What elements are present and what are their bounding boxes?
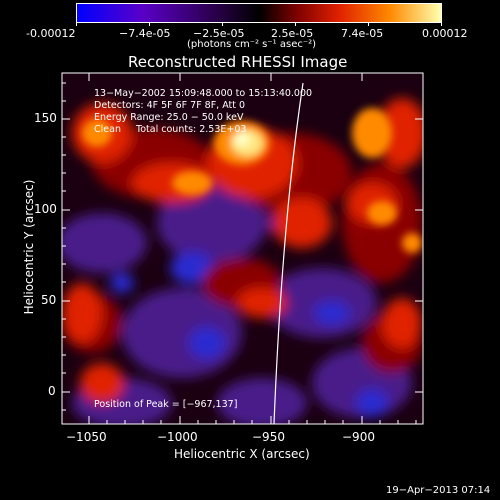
y-tick-label: 100 <box>34 202 57 216</box>
overlay-detectors: Detectors: 4F 5F 6F 7F 8F, Att 0 <box>94 100 246 111</box>
overlay-time-range: 13−May−2002 15:09:48.000 to 15:13:40.000 <box>94 88 313 99</box>
colorbar-tick-label: −7.4e-05 <box>119 27 171 40</box>
overlay-clean-counts: Clean Total counts: 2.53E+03 <box>94 124 247 135</box>
x-tick-label: −1000 <box>157 430 198 444</box>
colorbar-unit-label: (photons cm⁻² s⁻¹ asec⁻²) <box>187 39 317 50</box>
footer-timestamp: 19−Apr−2013 07:14 <box>386 485 491 496</box>
colorbar-tick-label: −2.5e-05 <box>193 27 245 40</box>
x-tick-label: −900 <box>342 430 375 444</box>
colorbar-tick-label: -0.00012 <box>26 27 76 40</box>
overlay-peak-position: Position of Peak = [−967,137] <box>94 399 238 410</box>
overlay-energy-range: Energy Range: 25.0 − 50.0 keV <box>94 112 244 123</box>
x-tick-label: −1050 <box>66 430 107 444</box>
colorbar-tick-label: 2.5e-05 <box>271 27 314 40</box>
colorbar-ticks <box>76 22 442 26</box>
y-tick-label: 0 <box>48 384 56 398</box>
y-tick-label: 50 <box>41 293 57 307</box>
y-tick-label: 150 <box>34 111 57 125</box>
colorbar-tick-label: 7.4e-05 <box>341 27 384 40</box>
x-axis-label: Heliocentric X (arcsec) <box>174 447 310 461</box>
colorbar-tick-label: 0.00012 <box>422 27 468 40</box>
colorbar <box>76 3 442 23</box>
y-axis-label: Heliocentric Y (arcsec) <box>22 179 36 315</box>
plot-title: Reconstructed RHESSI Image <box>128 53 348 71</box>
rhessi-image <box>62 73 423 424</box>
x-tick-label: −950 <box>252 430 285 444</box>
